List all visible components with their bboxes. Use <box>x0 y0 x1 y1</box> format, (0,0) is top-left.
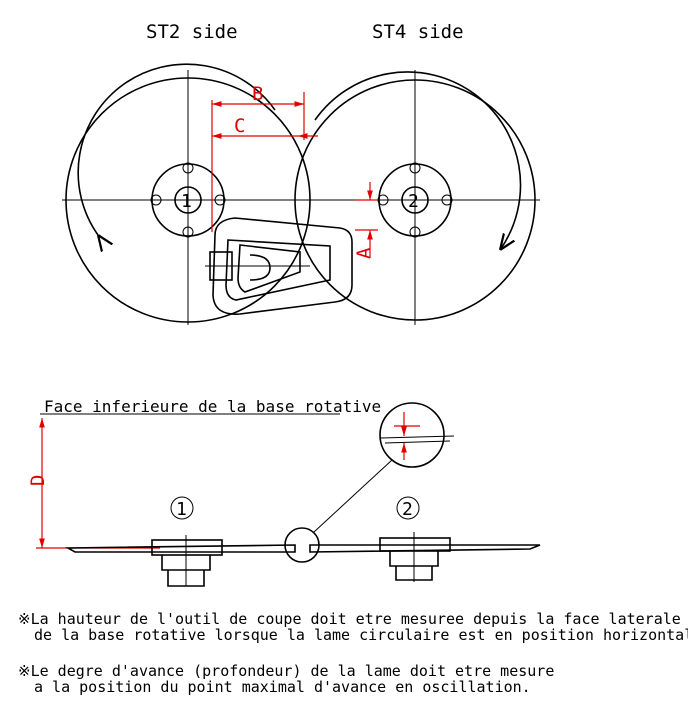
right-blade <box>294 70 540 325</box>
label-d: D <box>27 475 49 486</box>
note-2-line-1: ※Le degre d'avance (profondeur) de la la… <box>18 662 554 680</box>
st2-side-label: ST2 side <box>146 21 238 43</box>
side-marker-1: 1 <box>176 499 187 520</box>
label-a: A <box>353 247 375 259</box>
right-side-blade <box>309 532 541 582</box>
dimension-c: C <box>212 115 318 139</box>
base-face-label: Face inferieure de la base rotative <box>44 397 381 416</box>
top-marker-2: 2 <box>408 191 419 212</box>
left-side-blade <box>65 535 296 587</box>
dimension-b: B <box>211 83 305 232</box>
note-1-line-1: ※La hauteur de l'outil de coupe doit etr… <box>18 610 688 628</box>
note-2-line-2: a la position du point maximal d'avance … <box>34 678 531 696</box>
note-1-line-2: de la base rotative lorsque la lame circ… <box>34 626 688 644</box>
st4-side-label: ST4 side <box>372 21 464 43</box>
top-marker-1: 1 <box>181 191 192 212</box>
dimension-a: A <box>353 182 378 259</box>
detail-callout <box>284 402 455 563</box>
rotation-arrow-left-icon <box>77 63 276 235</box>
label-c: C <box>234 115 245 137</box>
side-marker-2: 2 <box>402 499 413 520</box>
label-b: B <box>252 83 263 105</box>
blade-holder <box>205 217 353 315</box>
rotation-arrow-right-icon <box>314 71 522 250</box>
dimension-d: D <box>27 418 160 549</box>
